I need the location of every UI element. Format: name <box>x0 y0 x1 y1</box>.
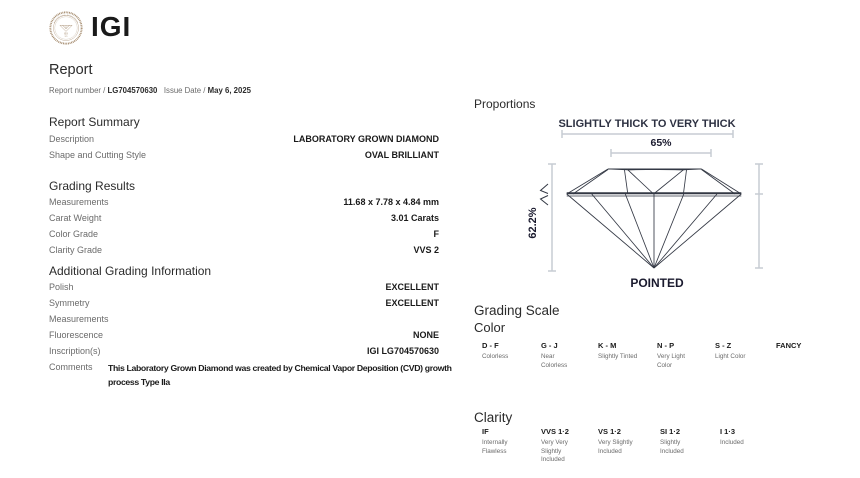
svg-text:62.2%: 62.2% <box>527 207 539 238</box>
svg-text:SLIGHTLY THICK TO VERY THICK: SLIGHTLY THICK TO VERY THICK <box>558 118 735 130</box>
svg-text:65%: 65% <box>650 137 672 149</box>
svg-text:IGI: IGI <box>64 33 68 35</box>
svg-text:POINTED: POINTED <box>630 276 684 290</box>
